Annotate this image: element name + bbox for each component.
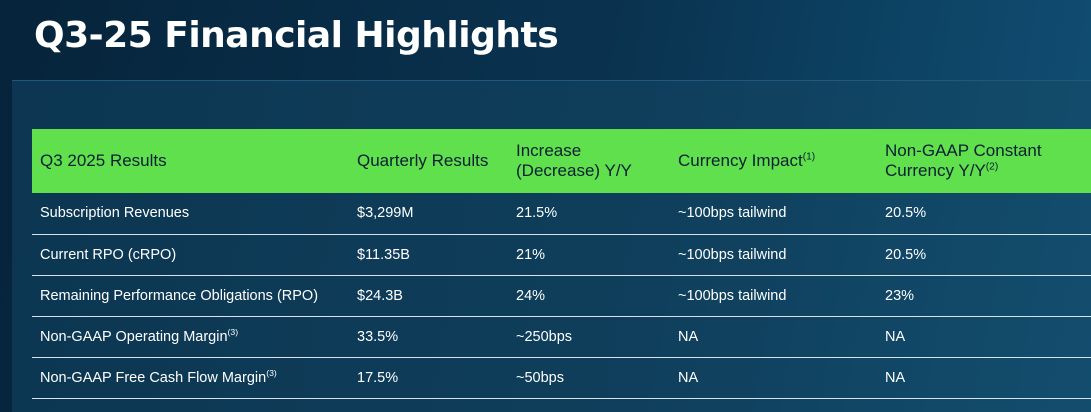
header-constant-currency: Non-GAAP Constant Currency Y/Y(2) [877,129,1091,193]
yoy-cell: 21.5% [508,193,670,235]
constant-currency-cell: 20.5% [877,193,1091,235]
metric-cell: Non-GAAP Operating Margin(3) [32,316,349,358]
table-row: Non-GAAP Free Cash Flow Margin(3) 17.5% … [32,357,1091,399]
table-header-row: Q3 2025 Results Quarterly Results Increa… [32,129,1091,193]
yoy-cell: ~250bps [508,316,670,358]
table-row: Remaining Performance Obligations (RPO) … [32,275,1091,317]
constant-currency-cell: NA [877,357,1091,399]
currency-impact-cell: ~100bps tailwind [670,234,877,276]
table-row: Subscription Revenues $3,299M 21.5% ~100… [32,193,1091,235]
yoy-cell: 24% [508,275,670,317]
metric-cell: Non-GAAP Free Cash Flow Margin(3) [32,357,349,399]
table-row: Current RPO (cRPO) $11.35B 21% ~100bps t… [32,234,1091,276]
financial-results-table: Q3 2025 Results Quarterly Results Increa… [32,129,1091,399]
currency-impact-cell: NA [670,316,877,358]
currency-impact-cell: NA [670,357,877,399]
quarterly-cell: 17.5% [349,357,508,399]
quarterly-cell: $24.3B [349,275,508,317]
yoy-cell: ~50bps [508,357,670,399]
table-row: Non-GAAP Operating Margin(3) 33.5% ~250b… [32,316,1091,358]
metric-cell: Subscription Revenues [32,193,349,235]
quarterly-cell: $3,299M [349,193,508,235]
header-quarterly-results: Quarterly Results [349,129,508,193]
header-q3-2025-results: Q3 2025 Results [32,129,349,193]
yoy-cell: 21% [508,234,670,276]
quarterly-cell: $11.35B [349,234,508,276]
currency-impact-cell: ~100bps tailwind [670,193,877,235]
slide-title: Q3-25 Financial Highlights [34,15,559,56]
currency-impact-cell: ~100bps tailwind [670,275,877,317]
constant-currency-cell: 20.5% [877,234,1091,276]
header-currency-impact: Currency Impact(1) [670,129,877,193]
constant-currency-cell: NA [877,316,1091,358]
quarterly-cell: 33.5% [349,316,508,358]
header-increase-yoy: Increase (Decrease) Y/Y [508,129,670,193]
metric-cell: Current RPO (cRPO) [32,234,349,276]
metric-cell: Remaining Performance Obligations (RPO) [32,275,349,317]
constant-currency-cell: 23% [877,275,1091,317]
